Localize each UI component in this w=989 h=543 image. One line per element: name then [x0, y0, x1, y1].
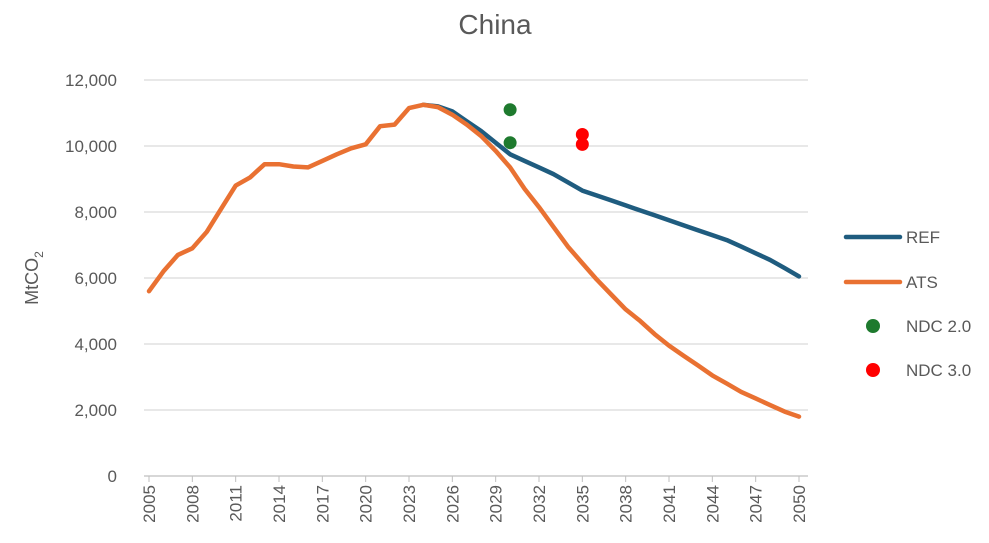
x-tick-label: 2011 — [227, 485, 246, 522]
x-tick-label: 2026 — [443, 485, 462, 523]
legend-label-ndc-3-0: NDC 3.0 — [906, 361, 971, 380]
y-tick-label: 12,000 — [65, 71, 117, 90]
series-line-ats — [146, 102, 802, 419]
data-point-ndc-2-0 — [503, 103, 517, 117]
x-tick-label: 2020 — [357, 485, 376, 523]
x-tick-label: 2038 — [617, 485, 636, 523]
legend: REF ATS NDC 2.0 NDC 3.0 — [843, 228, 971, 380]
y-tick-label: 0 — [108, 467, 117, 486]
legend-marker-ndc-2-0 — [866, 319, 880, 333]
x-tick-label: 2047 — [747, 485, 766, 523]
x-tick-label: 2008 — [183, 485, 202, 523]
y-axis-label-subscript: 2 — [32, 251, 46, 258]
legend-label-ats: ATS — [906, 273, 938, 292]
gridlines — [144, 79, 808, 477]
x-axis-ticks: 2005 2008 2011 2014 2017 2020 2023 2026 2029 2032… — [140, 476, 809, 523]
y-tick-label: 10,000 — [65, 137, 117, 156]
data-point-ndc-2-0 — [503, 136, 517, 150]
x-tick-label: 2041 — [660, 485, 679, 523]
x-tick-label: 2029 — [487, 485, 506, 523]
x-tick-label: 2014 — [270, 485, 289, 523]
x-tick-label: 2017 — [313, 485, 332, 523]
data-point-ndc-3-0 — [575, 137, 589, 151]
data-point-ndc-3-0 — [575, 127, 589, 141]
y-tick-label: 6,000 — [74, 269, 117, 288]
x-tick-label: 2032 — [530, 485, 549, 523]
x-tick-label: 2035 — [573, 485, 592, 523]
y-axis-ticks: 0 2,000 4,000 6,000 8,000 10,000 12,000 — [65, 71, 117, 486]
y-axis-label-main: MtCO — [22, 258, 42, 305]
series-line-ref — [421, 102, 802, 279]
y-tick-label: 4,000 — [74, 335, 117, 354]
y-tick-label: 2,000 — [74, 401, 117, 420]
legend-marker-ndc-3-0 — [866, 363, 880, 377]
x-tick-label: 2044 — [703, 485, 722, 523]
legend-label-ref: REF — [906, 228, 940, 247]
legend-label-ndc-2-0: NDC 2.0 — [906, 317, 971, 336]
y-tick-label: 8,000 — [74, 203, 117, 222]
x-tick-label: 2050 — [790, 485, 809, 523]
chart-title: China — [458, 9, 532, 40]
y-axis-label: MtCO2 — [22, 251, 46, 305]
x-tick-label: 2023 — [400, 485, 419, 523]
x-tick-label: 2005 — [140, 485, 159, 523]
plot-series — [146, 102, 802, 419]
